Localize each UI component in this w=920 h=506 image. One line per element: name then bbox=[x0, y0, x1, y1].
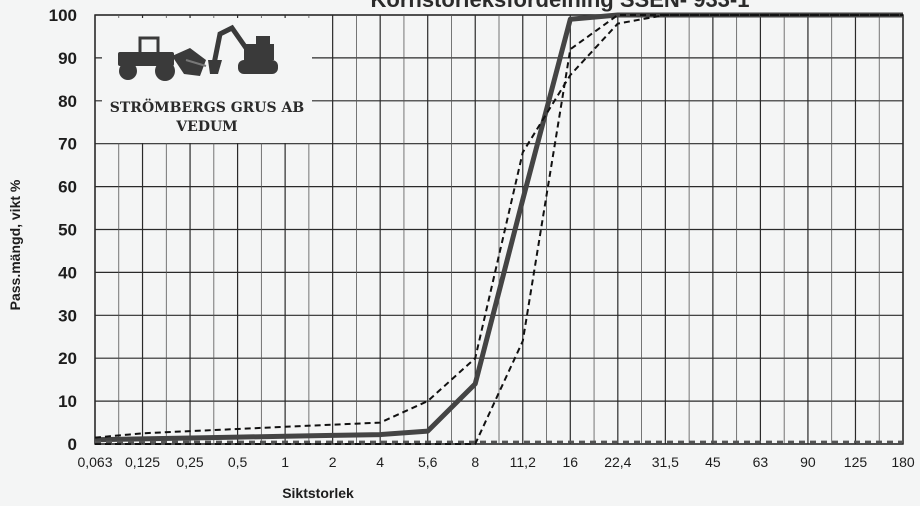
x-tick-label: 0,125 bbox=[125, 454, 160, 470]
x-tick-label: 11,2 bbox=[510, 454, 536, 470]
chart-title: Kornstorleksfördelning SSEN- 933-1 bbox=[371, 0, 750, 12]
x-tick-label: 16 bbox=[563, 454, 579, 470]
x-tick-label: 63 bbox=[753, 454, 769, 470]
x-tick-label: 0,5 bbox=[228, 454, 248, 470]
excavator-icon bbox=[208, 24, 278, 74]
series-lines bbox=[94, 12, 903, 445]
y-axis-label: Pass.mängd, vikt % bbox=[7, 179, 23, 310]
x-tick-label: 8 bbox=[471, 454, 479, 470]
logo-company-name: STRÖMBERGS GRUS AB bbox=[110, 97, 305, 116]
series-line-dashed-upper bbox=[94, 14, 903, 439]
logo-background bbox=[102, 18, 312, 143]
x-tick-label: 5,6 bbox=[418, 454, 438, 470]
x-tick-label: 45 bbox=[705, 454, 721, 470]
y-tick-label: 90 bbox=[58, 49, 77, 68]
y-tick-label: 60 bbox=[58, 178, 77, 197]
y-tick-label: 70 bbox=[58, 135, 77, 154]
x-tick-label: 125 bbox=[844, 454, 868, 470]
y-tick-label: 0 bbox=[68, 435, 77, 454]
y-tick-label: 10 bbox=[58, 392, 77, 411]
y-tick-label: 80 bbox=[58, 92, 77, 111]
x-tick-label: 0,063 bbox=[77, 454, 112, 470]
y-tick-label: 30 bbox=[58, 306, 77, 325]
y-tick-label: 20 bbox=[58, 349, 77, 368]
company-logo: STRÖMBERGS GRUS AB VEDUM bbox=[102, 18, 312, 143]
logo-location: VEDUM bbox=[175, 119, 237, 135]
x-tick-label: 22,4 bbox=[604, 454, 631, 470]
x-tick-label: 0,25 bbox=[176, 454, 203, 470]
x-tick-label: 31,5 bbox=[652, 454, 679, 470]
x-axis-label: Siktstorlek bbox=[282, 485, 354, 501]
x-tick-label: 4 bbox=[376, 454, 384, 470]
x-axis-ticks: 0,063 0,125 0,25 0,5 1 2 4 5,6 8 11,2 16 22,4 31,5 45… bbox=[77, 454, 914, 470]
x-tick-label: 90 bbox=[800, 454, 816, 470]
x-tick-label: 180 bbox=[891, 454, 915, 470]
x-tick-label: 1 bbox=[281, 454, 289, 470]
y-tick-label: 40 bbox=[58, 263, 77, 282]
x-tick-label: 2 bbox=[329, 454, 337, 470]
wheel-loader-icon bbox=[118, 36, 207, 81]
y-tick-label: 50 bbox=[58, 221, 77, 240]
series-line-dashed-lower bbox=[95, 14, 903, 445]
grid bbox=[94, 14, 904, 445]
y-tick-label: 100 bbox=[49, 6, 77, 25]
y-axis-ticks: 0 10 20 30 40 50 60 70 80 90 100 bbox=[49, 6, 77, 454]
